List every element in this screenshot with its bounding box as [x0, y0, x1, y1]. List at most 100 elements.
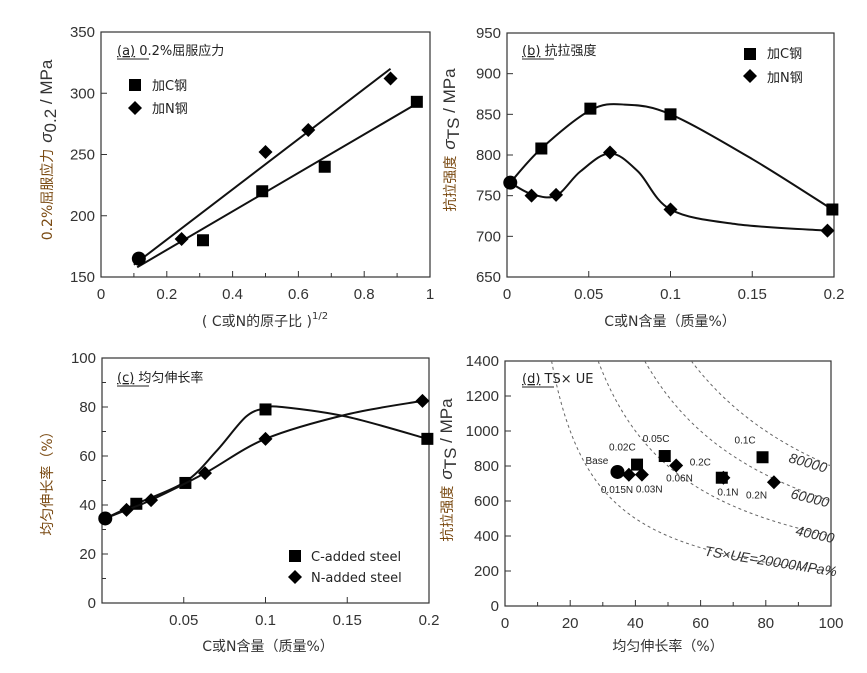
iso-curve-20000 — [551, 361, 831, 572]
y-tick-label: 1200 — [466, 388, 499, 405]
point-label: 0.02C — [609, 443, 636, 454]
plot-frame — [101, 357, 430, 604]
panel-letter: (b) — [522, 44, 540, 59]
data-point — [383, 71, 398, 86]
panel-title: (d) TS× UE — [522, 372, 594, 387]
x-axis-label: C或N含量（质量%） — [202, 639, 334, 655]
panel-letter: (d) — [522, 372, 540, 387]
data-point — [259, 403, 272, 416]
iso-curve-80000 — [690, 361, 831, 466]
legend-marker-square — [129, 79, 141, 91]
panel-title: (c) 均匀伸长率 — [117, 370, 203, 386]
y-axis-unit: / MPa — [437, 398, 456, 448]
plot-frame — [506, 32, 835, 278]
panel-title-text: TS× UE — [540, 372, 593, 387]
y-tick-label: 800 — [474, 458, 499, 475]
y-tick-label: 0 — [88, 595, 96, 612]
point-0-03n: 0.03N — [634, 467, 663, 496]
y-tick-label: 60 — [79, 448, 96, 465]
y-tick-label: 80 — [79, 399, 96, 416]
data-point — [610, 464, 625, 479]
point-label: 0.05C — [643, 434, 670, 445]
y-tick-label: 1400 — [466, 353, 499, 370]
series-n-added — [104, 393, 430, 520]
series-n-added — [133, 67, 398, 266]
y-tick-label: 300 — [70, 85, 95, 102]
y-axis-label-text: 抗拉强度 — [443, 156, 459, 212]
y-axis-label-text: 抗拉强度 — [440, 486, 456, 542]
panel-letter: (a) — [117, 44, 135, 59]
series-n-added — [509, 145, 835, 238]
x-tick-label: 0.6 — [288, 286, 309, 303]
point-0-06n: 0.06N — [666, 458, 693, 484]
x-axis-label: C或N含量（质量%） — [604, 314, 736, 330]
panel-title: (a) 0.2%屈服应力 — [117, 43, 224, 59]
x-tick-label: 100 — [818, 615, 843, 632]
legend-label: C-added steel — [311, 550, 401, 565]
y-axis-label: 抗拉强度 σTS / MPa — [437, 398, 460, 542]
x-tick-label: 0 — [503, 286, 511, 303]
data-point — [144, 493, 159, 508]
x-axis-label-superscript: 1/2 — [312, 311, 328, 322]
x-tick-label: 0.05 — [574, 286, 603, 303]
data-point — [603, 145, 618, 160]
panel-a-yield-stress: 0 0.2 0.4 0.6 0.8 1 150 200 250 300 350 (a) 0.2%屈服应… — [37, 24, 434, 330]
y-tick-label: 40 — [79, 497, 96, 514]
data-point — [634, 467, 649, 482]
panel-letter: (c) — [117, 371, 134, 386]
y-tick-label: 1000 — [466, 423, 499, 440]
iso-label: 40000 — [794, 522, 836, 546]
point-0-02c: 0.02C — [609, 443, 644, 471]
data-point — [524, 188, 539, 203]
point-label: 0.1C — [735, 435, 756, 446]
y-axis-label-text: 0.2%屈服应力 — [39, 149, 56, 241]
y-axis-symbol: σ — [440, 139, 459, 150]
y-tick-label: 900 — [476, 66, 501, 83]
panel-b-tensile-strength: 0 0.05 0.1 0.15 0.2 650 700 750 800 850 900 950 (b) … — [440, 25, 844, 330]
iso-curve-60000 — [644, 361, 831, 502]
y-axis-symbol: σ — [37, 132, 56, 143]
y-tick-label: 850 — [476, 106, 501, 123]
legend: C-added steel N-added steel — [288, 550, 402, 586]
panel-d-ts-ue: 0 20 40 60 80 1000200400600800100012001400(d)… — [437, 353, 844, 655]
x-tick-label: 60 — [692, 615, 709, 632]
data-point — [119, 502, 134, 517]
point-label: 0.06N — [666, 473, 693, 484]
x-tick-label: 0.1 — [255, 612, 276, 629]
y-axis-unit: / MPa — [440, 68, 459, 118]
legend-label: 加N钢 — [767, 71, 803, 86]
data-point — [198, 466, 213, 481]
legend-label: N-added steel — [311, 571, 402, 586]
legend-marker-diamond — [743, 69, 757, 83]
data-point — [716, 470, 731, 485]
y-axis-subscript: TS — [444, 118, 463, 140]
iso-label: 80000 — [787, 450, 829, 476]
y-tick-label: 350 — [70, 24, 95, 41]
data-point — [631, 458, 644, 471]
base-point — [503, 175, 518, 190]
data-point — [820, 223, 835, 238]
data-point — [584, 102, 597, 115]
data-point — [410, 95, 423, 108]
x-tick-label: 1 — [426, 286, 434, 303]
series-c-added — [509, 102, 839, 216]
iso-label: 60000 — [789, 485, 831, 510]
panel-c-uniform-elongation: 0.05 0.1 0.15 0.2 0 20 40 60 80 100 (c) 均匀伸长率均匀伸长率… — [39, 350, 439, 655]
y-axis-label: 均匀伸长率（%） — [39, 424, 56, 535]
panel-title-text: 抗拉强度 — [540, 43, 596, 59]
base-point — [98, 511, 113, 526]
y-tick-label: 950 — [476, 25, 501, 42]
legend-marker-square — [289, 550, 301, 562]
point-0-015n: 0.015N — [601, 467, 636, 496]
point-base: Base — [585, 456, 625, 479]
fit-line — [133, 67, 392, 266]
x-tick-label: 0.15 — [738, 286, 767, 303]
y-tick-label: 200 — [70, 208, 95, 225]
data-point — [174, 232, 189, 247]
point-label: Base — [585, 456, 608, 467]
x-tick-label: 0.4 — [222, 286, 243, 303]
y-tick-label: 800 — [476, 147, 501, 164]
point-label: 0.2N — [746, 490, 767, 501]
